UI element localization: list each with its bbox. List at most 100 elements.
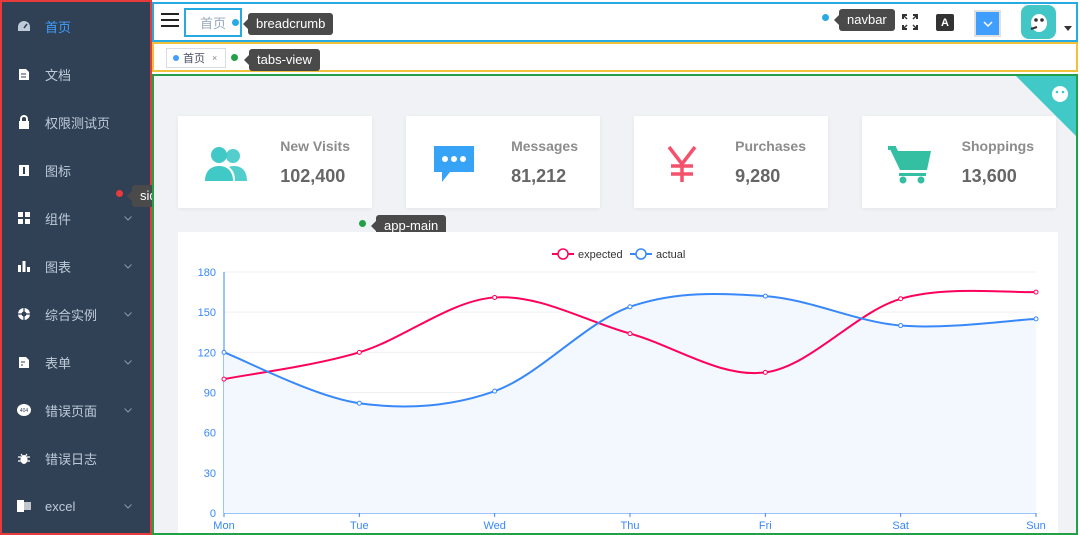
user-avatar-icon: [1030, 14, 1047, 32]
panel-title: Purchases: [735, 138, 806, 154]
peoples-icon: [202, 140, 250, 188]
app-main-annotation: app-main: [370, 215, 447, 237]
tabs-view: 首页 × tabs-view: [152, 42, 1078, 72]
line-chart-card: 0 30 60 90 120 150 180 Mon Tue Wed Thu Fri Sat Sun exp…: [178, 232, 1058, 533]
sidebar-item-label: 图表: [45, 259, 72, 275]
series-actual-point: [1033, 316, 1039, 322]
dashboard-icon: [17, 19, 31, 33]
tab-close-icon[interactable]: ×: [212, 53, 218, 63]
legend-expected-label: expected: [578, 249, 623, 261]
404-icon: 404: [17, 403, 31, 417]
series-expected-point: [356, 349, 362, 355]
y-tick-label: 60: [204, 428, 216, 440]
sidebar-item-label: 表单: [45, 355, 72, 371]
panel-shoppings[interactable]: Shoppings 13,600: [862, 116, 1056, 208]
size-select-icon[interactable]: A: [936, 14, 954, 31]
series-expected-point: [1033, 289, 1039, 295]
avatar[interactable]: [1021, 5, 1056, 39]
series-actual-point: [627, 304, 633, 310]
navbar-annotation: navbar: [834, 9, 895, 31]
fullscreen-icon[interactable]: [902, 14, 918, 30]
svg-text:404: 404: [20, 408, 29, 414]
tabs-view-marker-dot: [231, 54, 238, 61]
hamburger-icon[interactable]: [161, 13, 179, 29]
message-icon: [430, 140, 478, 188]
panel-new-visits[interactable]: New Visits 102,400: [178, 116, 372, 208]
sidebar: 首页文档权限测试页图标 组件图表综合实例表单 404 错误页面错误日志 excel: [0, 0, 152, 535]
chevron-down-icon: [982, 20, 993, 27]
x-tick-label: Sun: [1026, 520, 1046, 532]
app-main: New Visits 102,400 Messages 81,212 Purchas…: [152, 74, 1078, 535]
y-tick-label: 90: [204, 388, 216, 400]
panel-value: 13,600: [961, 166, 1017, 186]
excel-icon: [17, 499, 31, 513]
sidebar-item-label: 首页: [45, 19, 72, 35]
navbar-marker-dot: [822, 14, 829, 21]
chevron-down-icon: [124, 406, 132, 414]
series-expected-point: [221, 376, 227, 382]
sidebar-item-label: excel: [45, 498, 76, 514]
panel-title: Shoppings: [961, 138, 1034, 154]
breadcrumb-marker-dot: [232, 19, 239, 26]
y-tick-label: 0: [210, 508, 216, 520]
series-actual-point: [762, 293, 768, 299]
github-corner-icon[interactable]: [1016, 76, 1076, 136]
tab-label: 首页: [183, 53, 205, 65]
legend-actual-label: actual: [656, 249, 685, 261]
sidebar-item-icons[interactable]: 图标: [2, 146, 150, 194]
icon-icon: [17, 163, 31, 177]
series-expected-point: [762, 369, 768, 375]
series-expected-point: [492, 294, 498, 300]
sidebar-item-permission[interactable]: 权限测试页: [2, 98, 150, 146]
bug-icon: [17, 451, 31, 465]
language-select[interactable]: [974, 10, 1001, 37]
sidebar-item-label: 权限测试页: [45, 115, 111, 131]
sidebar-item-examples[interactable]: 综合实例: [2, 290, 150, 338]
series-actual-area: [224, 293, 1036, 513]
sidebar-item-label: 错误日志: [45, 451, 98, 467]
chevron-down-icon: [124, 358, 132, 366]
panel-title: Messages: [511, 138, 578, 154]
sidebar-item-error-pages[interactable]: 404 错误页面: [2, 386, 150, 434]
avatar-dropdown-caret-icon[interactable]: [1064, 26, 1072, 31]
panel-value: 81,212: [511, 166, 567, 186]
breadcrumb[interactable]: 首页: [184, 8, 242, 37]
panel-value: 9,280: [735, 166, 781, 186]
sidebar-item-home[interactable]: 首页: [2, 2, 150, 50]
chevron-down-icon: [124, 214, 132, 222]
panel-purchases[interactable]: Purchases 9,280: [634, 116, 828, 208]
chevron-down-icon: [124, 262, 132, 270]
tab-active-dot: [173, 55, 179, 61]
sidebar-marker-dot: [116, 190, 123, 197]
series-expected-point: [627, 331, 633, 337]
x-tick-label: Mon: [213, 520, 234, 532]
tab-home[interactable]: 首页 ×: [166, 48, 226, 68]
panel-value: 102,400: [280, 166, 346, 186]
sidebar-item-components[interactable]: 组件: [2, 194, 150, 242]
component-icon: [17, 211, 31, 225]
y-tick-label: 150: [198, 307, 216, 319]
breadcrumb-item[interactable]: 首页: [199, 16, 226, 31]
sidebar-item-error-log[interactable]: 错误日志: [2, 434, 150, 482]
form-icon: [17, 355, 31, 369]
panel-messages[interactable]: Messages 81,212: [406, 116, 600, 208]
x-tick-label: Wed: [483, 520, 505, 532]
series-actual-point: [492, 388, 498, 394]
sidebar-item-label: 文档: [45, 67, 72, 83]
breadcrumb-annotation: breadcrumb: [242, 13, 334, 35]
sidebar-item-charts[interactable]: 图表: [2, 242, 150, 290]
chart-icon: [17, 259, 31, 273]
sidebar-item-excel[interactable]: excel: [2, 482, 150, 530]
sidebar-item-label: 综合实例: [45, 307, 98, 323]
tabs-view-annotation: tabs-view: [244, 49, 320, 71]
example-icon: [17, 307, 31, 321]
series-actual-point: [898, 323, 904, 329]
sidebar-item-form[interactable]: 表单: [2, 338, 150, 386]
x-tick-label: Thu: [621, 520, 640, 532]
shopping-icon: [886, 140, 934, 188]
x-tick-label: Sat: [892, 520, 909, 532]
x-tick-label: Fri: [759, 520, 772, 532]
series-actual-point: [221, 349, 227, 355]
sidebar-item-docs[interactable]: 文档: [2, 50, 150, 98]
sidebar-item-label: 错误页面: [45, 403, 98, 419]
